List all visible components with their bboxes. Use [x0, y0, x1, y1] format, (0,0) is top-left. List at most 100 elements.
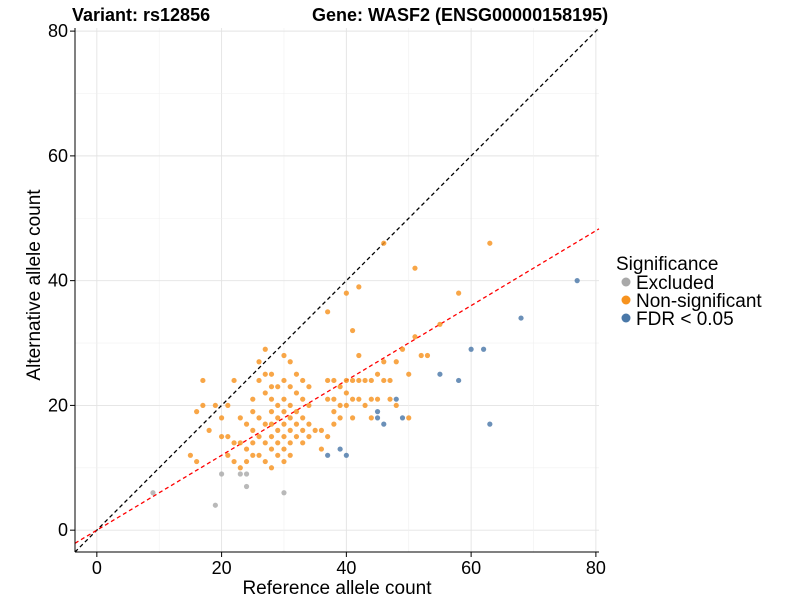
data-point-non-significant: [268, 465, 275, 471]
data-point-fdr-0-05: [374, 415, 381, 421]
legend-title: Significance: [616, 254, 718, 275]
data-point-fdr-0-05: [574, 278, 580, 284]
x-axis-label: Reference allele count: [242, 578, 432, 599]
data-point-non-significant: [318, 427, 325, 433]
data-point-non-significant: [300, 377, 306, 384]
y-tick-label: 60: [48, 146, 68, 166]
y-tick-label: 0: [58, 520, 68, 540]
data-point-non-significant: [268, 446, 275, 452]
data-point-non-significant: [356, 284, 362, 290]
data-point-non-significant: [250, 427, 256, 433]
data-point-non-significant: [231, 440, 237, 446]
data-point-non-significant: [262, 390, 268, 396]
data-point-non-significant: [268, 371, 275, 377]
legend-label: FDR < 0.05: [636, 309, 734, 330]
data-point-fdr-0-05: [399, 415, 406, 421]
data-point-non-significant: [306, 433, 312, 440]
data-point-non-significant: [293, 433, 300, 440]
data-point-non-significant: [287, 402, 293, 409]
data-point-non-significant: [362, 402, 368, 409]
data-point-non-significant: [318, 446, 325, 452]
data-point-non-significant: [381, 240, 387, 246]
data-point-non-significant: [287, 427, 293, 433]
data-point-non-significant: [368, 396, 374, 402]
data-point-non-significant: [268, 433, 275, 440]
data-point-fdr-0-05: [381, 421, 387, 427]
data-point-non-significant: [206, 427, 212, 433]
data-point-excluded: [150, 490, 156, 496]
data-point-non-significant: [250, 396, 256, 402]
data-point-non-significant: [250, 409, 256, 415]
data-point-non-significant: [287, 440, 293, 446]
data-point-non-significant: [275, 415, 281, 421]
data-point-non-significant: [262, 440, 268, 446]
data-point-non-significant: [343, 390, 349, 396]
data-point-non-significant: [300, 440, 306, 446]
data-point-non-significant: [293, 371, 300, 377]
data-point-excluded: [243, 483, 250, 490]
data-point-non-significant: [194, 409, 200, 415]
data-point-non-significant: [250, 440, 256, 446]
data-point-non-significant: [218, 415, 225, 421]
x-tick-label: 20: [212, 558, 232, 578]
data-point-non-significant: [356, 396, 362, 402]
data-point-non-significant: [381, 377, 387, 384]
data-point-non-significant: [393, 402, 399, 409]
data-point-non-significant: [306, 384, 312, 390]
data-point-fdr-0-05: [343, 452, 349, 458]
data-point-excluded: [281, 490, 287, 496]
data-point-non-significant: [250, 452, 256, 458]
reference-line-1: [74, 27, 600, 553]
data-point-non-significant: [368, 415, 374, 421]
data-point-non-significant: [300, 427, 306, 433]
data-point-non-significant: [187, 452, 194, 458]
data-point-non-significant: [281, 421, 287, 427]
data-point-non-significant: [312, 427, 318, 433]
data-point-non-significant: [243, 421, 250, 427]
data-point-non-significant: [349, 415, 356, 421]
data-point-non-significant: [281, 396, 287, 402]
data-point-non-significant: [243, 458, 250, 465]
tick-labels: 0 20 40 60 80 0 20 40 60 80: [48, 21, 606, 578]
y-axis-label: Alternative allele count: [24, 189, 45, 381]
y-tick-label: 20: [48, 395, 68, 415]
legend-label: Non-significant: [636, 291, 762, 312]
data-point-non-significant: [412, 334, 418, 340]
data-point-non-significant: [281, 352, 287, 359]
data-point-non-significant: [487, 240, 493, 246]
data-point-non-significant: [437, 321, 443, 327]
reference-line-2: [74, 228, 600, 544]
data-point-non-significant: [349, 377, 356, 384]
y-tick-label: 40: [48, 271, 68, 291]
data-point-non-significant: [393, 359, 399, 365]
data-point-non-significant: [387, 377, 393, 384]
data-point-non-significant: [456, 290, 462, 296]
data-point-non-significant: [262, 346, 268, 352]
data-point-non-significant: [200, 377, 206, 384]
data-point-non-significant: [337, 415, 343, 421]
data-point-non-significant: [343, 402, 349, 409]
data-point-non-significant: [374, 396, 381, 402]
data-point-non-significant: [362, 377, 368, 384]
data-point-non-significant: [300, 415, 306, 421]
data-point-non-significant: [300, 396, 306, 402]
data-point-non-significant: [356, 377, 362, 384]
data-point-non-significant: [281, 377, 287, 384]
x-tick-label: 40: [336, 558, 356, 578]
data-point-non-significant: [331, 421, 337, 427]
data-point-non-significant: [331, 396, 337, 402]
data-point-non-significant: [374, 371, 381, 377]
data-point-non-significant: [231, 458, 237, 465]
data-point-non-significant: [368, 377, 374, 384]
data-point-non-significant: [325, 309, 331, 315]
data-points: [150, 240, 580, 508]
data-point-non-significant: [268, 421, 275, 427]
legend: Significance ExcludedNon-significantFDR …: [616, 254, 762, 330]
data-point-non-significant: [418, 352, 424, 359]
data-point-non-significant: [225, 433, 231, 440]
data-point-fdr-0-05: [480, 346, 487, 352]
data-point-non-significant: [306, 402, 312, 409]
data-point-non-significant: [262, 371, 268, 377]
legend-label: Excluded: [636, 273, 714, 294]
x-tick-label: 80: [586, 558, 606, 578]
